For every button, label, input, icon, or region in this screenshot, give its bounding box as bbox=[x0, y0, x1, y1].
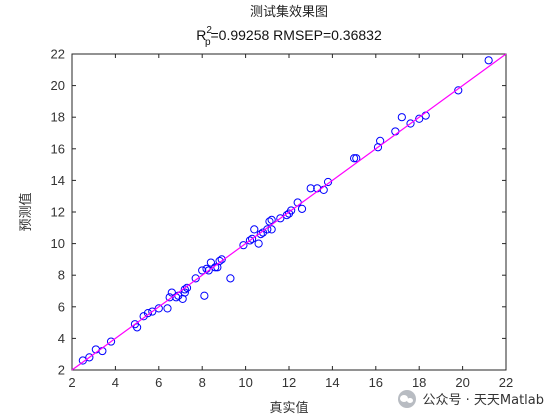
x-tick-label: 18 bbox=[412, 375, 426, 390]
x-tick-label: 8 bbox=[199, 375, 206, 390]
data-point bbox=[263, 225, 272, 234]
subtitle-r: R bbox=[196, 27, 206, 43]
subtitle-rest: =0.99258 RMSEP=0.36832 bbox=[211, 27, 382, 43]
data-point bbox=[406, 119, 415, 128]
data-point bbox=[211, 263, 220, 272]
data-point bbox=[265, 217, 274, 226]
data-point bbox=[180, 285, 189, 294]
x-tick-label: 14 bbox=[325, 375, 339, 390]
data-point bbox=[250, 225, 259, 234]
data-point bbox=[297, 204, 307, 213]
reference-line bbox=[71, 53, 507, 371]
chart-subtitle: R2 p=0.99258 RMSEP=0.36832 bbox=[196, 25, 382, 48]
y-tick-label: 12 bbox=[51, 205, 65, 220]
data-point bbox=[217, 255, 226, 264]
data-point bbox=[248, 234, 257, 243]
data-point bbox=[267, 225, 276, 234]
x-tick-label: 12 bbox=[282, 375, 296, 390]
data-point bbox=[282, 211, 291, 220]
y-tick-label: 10 bbox=[51, 236, 65, 251]
data-point bbox=[163, 304, 172, 313]
y-axis-label: 预测值 bbox=[18, 192, 34, 231]
y-tick-label: 4 bbox=[58, 331, 65, 346]
y-tick-label: 22 bbox=[51, 47, 65, 62]
data-point bbox=[245, 236, 255, 245]
data-point bbox=[376, 136, 385, 145]
data-point bbox=[352, 154, 361, 163]
data-point bbox=[165, 293, 174, 302]
y-tick-label: 8 bbox=[58, 268, 65, 283]
data-point bbox=[415, 114, 424, 123]
y-tick-label: 2 bbox=[58, 363, 65, 378]
data-point bbox=[306, 184, 315, 193]
x-tick-label: 10 bbox=[238, 375, 252, 390]
data-point bbox=[204, 266, 213, 275]
data-point bbox=[215, 256, 224, 266]
y-tick-label: 16 bbox=[51, 141, 65, 156]
x-axis-label: 真实值 bbox=[269, 400, 308, 416]
y-tick-label: 18 bbox=[51, 110, 65, 125]
data-point bbox=[143, 309, 153, 318]
data-point bbox=[154, 304, 163, 313]
data-point bbox=[350, 154, 359, 163]
data-point bbox=[239, 241, 248, 250]
y-tick-label: 14 bbox=[51, 173, 65, 188]
x-tick-label: 20 bbox=[455, 375, 469, 390]
data-point bbox=[254, 239, 263, 248]
data-point bbox=[182, 283, 192, 292]
wechat-icon bbox=[398, 389, 417, 408]
data-point bbox=[484, 56, 493, 65]
data-point bbox=[106, 337, 116, 346]
y-tick-label: 20 bbox=[51, 78, 65, 93]
data-point bbox=[226, 274, 235, 283]
y-tick-label: 6 bbox=[58, 299, 65, 314]
x-tick-label: 16 bbox=[369, 375, 383, 390]
data-point bbox=[276, 214, 285, 223]
data-point bbox=[167, 288, 176, 297]
data-point bbox=[256, 230, 265, 239]
data-point bbox=[198, 266, 207, 275]
data-point bbox=[148, 307, 157, 316]
subtitle-sup: 2 bbox=[206, 25, 212, 36]
data-point bbox=[133, 323, 142, 332]
x-tick-label: 6 bbox=[155, 375, 162, 390]
data-point bbox=[206, 258, 215, 267]
reference-line-group bbox=[71, 53, 507, 371]
subtitle-sub: p bbox=[205, 37, 211, 48]
data-point bbox=[180, 288, 189, 297]
watermark: 公众号 · 天天Matlab bbox=[398, 389, 544, 408]
x-tick-label: 2 bbox=[68, 375, 75, 390]
data-point bbox=[85, 353, 94, 362]
watermark-text: 公众号 · 天天Matlab bbox=[422, 393, 544, 408]
data-point bbox=[200, 291, 209, 300]
data-point bbox=[267, 215, 276, 224]
data-point bbox=[191, 274, 200, 283]
x-tick-label: 4 bbox=[112, 375, 119, 390]
chart-title: 测试集效果图 bbox=[250, 4, 328, 20]
data-point bbox=[454, 86, 463, 95]
x-tick-label: 22 bbox=[499, 375, 513, 390]
data-point bbox=[397, 113, 406, 122]
data-point bbox=[287, 206, 296, 215]
data-point bbox=[323, 177, 333, 187]
data-point bbox=[78, 356, 87, 365]
